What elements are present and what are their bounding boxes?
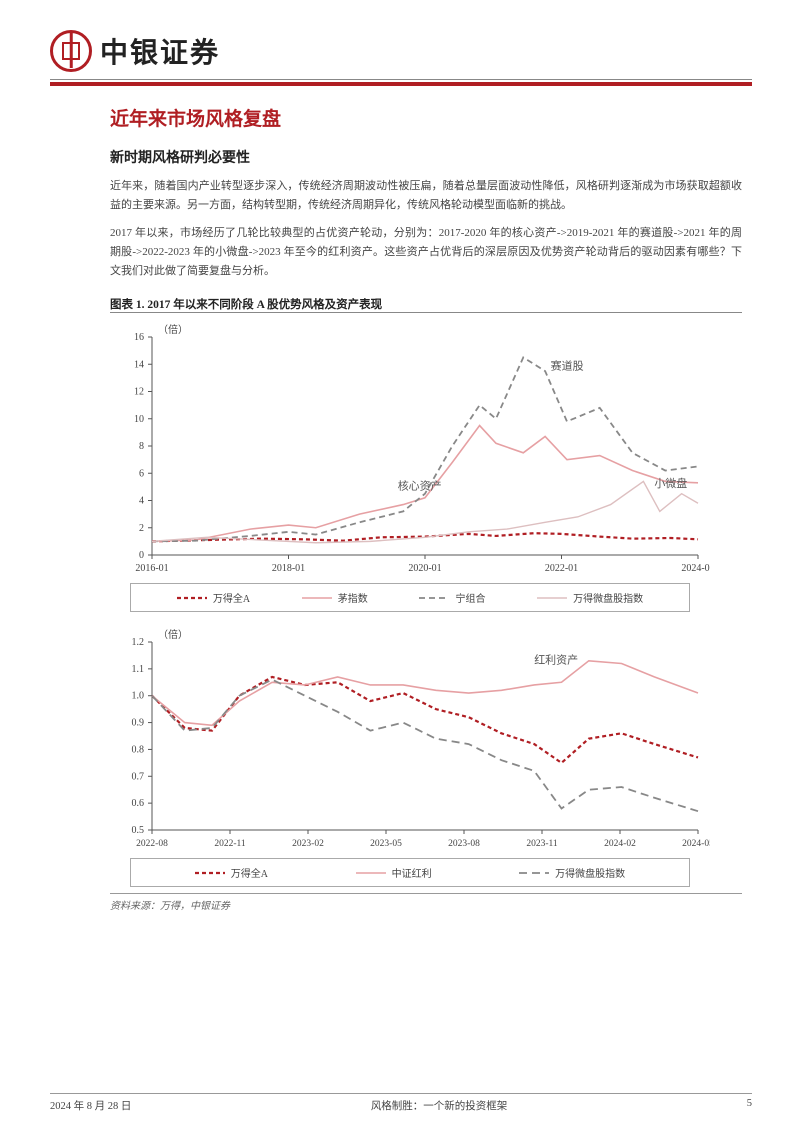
header: 中银证券 <box>50 30 752 78</box>
svg-text:2022-11: 2022-11 <box>214 839 246 849</box>
chart-2: （倍） 0.5 0.6 0.7 0.8 0.9 1.0 1.1 1.2 2022-08 2022-1… <box>110 624 710 887</box>
svg-text:2023-08: 2023-08 <box>448 839 480 849</box>
svg-text:2022-08: 2022-08 <box>136 839 168 849</box>
svg-text:2023-02: 2023-02 <box>292 839 324 849</box>
company-name: 中银证券 <box>100 31 220 71</box>
svg-text:（倍）: （倍） <box>158 628 188 641</box>
legend-mao-index: 茅指数 <box>302 590 368 605</box>
chart-2-svg: （倍） 0.5 0.6 0.7 0.8 0.9 1.0 1.1 1.2 2022-08 2022-1… <box>110 624 710 854</box>
svg-text:8: 8 <box>139 441 144 452</box>
legend-label: 中证红利 <box>392 865 432 880</box>
legend-ning-combo: 宁组合 <box>419 590 485 605</box>
chart-2-legend: 万得全A 中证红利 万得微盘股指数 <box>130 858 690 887</box>
legend-zhongzheng-div: 中证红利 <box>356 865 432 880</box>
svg-text:2018-01: 2018-01 <box>272 563 305 574</box>
svg-text:1.2: 1.2 <box>132 637 145 648</box>
chart-1-svg: （倍） 0 2 4 6 8 10 12 14 16 2016-01 2018-01 2020-01 202… <box>110 319 710 579</box>
chart-title: 图表 1. 2017 年以来不同阶段 A 股优势风格及资产表现 <box>110 296 742 313</box>
legend-wande-all-a: 万得全A <box>177 590 250 605</box>
content: 近年来市场风格复盘 新时期风格研判必要性 近年来，随着国内产业转型逐步深入，传统… <box>50 86 752 912</box>
chart-1: （倍） 0 2 4 6 8 10 12 14 16 2016-01 2018-01 2020-01 202… <box>110 319 710 612</box>
svg-text:0.7: 0.7 <box>132 772 145 783</box>
footer-page: 5 <box>747 1098 752 1113</box>
svg-text:16: 16 <box>134 332 144 343</box>
svg-text:2023-11: 2023-11 <box>526 839 558 849</box>
svg-text:（倍）: （倍） <box>158 323 188 336</box>
svg-text:赛道股: 赛道股 <box>551 359 584 373</box>
svg-text:0.5: 0.5 <box>132 825 145 836</box>
svg-text:1.1: 1.1 <box>132 664 145 675</box>
paragraph-2: 2017 年以来，市场经历了几轮比较典型的占优资产轮动，分别为：2017-202… <box>110 224 742 280</box>
svg-text:小微盘: 小微盘 <box>654 476 687 490</box>
svg-text:12: 12 <box>134 387 144 398</box>
svg-text:2020-01: 2020-01 <box>408 563 441 574</box>
svg-text:10: 10 <box>134 414 144 425</box>
svg-text:2016-01: 2016-01 <box>135 563 168 574</box>
legend-label: 万得全A <box>231 865 268 880</box>
legend-label: 茅指数 <box>338 590 368 605</box>
svg-text:2: 2 <box>139 523 144 534</box>
svg-text:14: 14 <box>134 360 144 371</box>
svg-text:2024-02: 2024-02 <box>604 839 636 849</box>
svg-text:2024-01: 2024-01 <box>681 563 710 574</box>
legend-label: 万得微盘股指数 <box>555 865 625 880</box>
legend-label: 宁组合 <box>455 590 485 605</box>
svg-text:6: 6 <box>139 469 144 480</box>
svg-text:0: 0 <box>139 550 144 561</box>
svg-text:2024-05: 2024-05 <box>682 839 710 849</box>
footer-center: 风格制胜：一个新的投资框架 <box>371 1098 508 1113</box>
paragraph-1: 近年来，随着国内产业转型逐步深入，传统经济周期波动性被压扁，随着总量层面波动性降… <box>110 177 742 214</box>
svg-text:1.0: 1.0 <box>132 691 145 702</box>
svg-text:2023-05: 2023-05 <box>370 839 402 849</box>
svg-text:核心资产: 核心资产 <box>398 479 442 493</box>
page-root: 中银证券 近年来市场风格复盘 新时期风格研判必要性 近年来，随着国内产业转型逐步… <box>0 0 802 1133</box>
company-logo-icon <box>50 30 92 72</box>
svg-text:0.9: 0.9 <box>132 718 145 729</box>
legend-micro-index-2: 万得微盘股指数 <box>519 865 625 880</box>
legend-label: 万得全A <box>213 590 250 605</box>
header-rule <box>50 82 752 86</box>
svg-text:2022-01: 2022-01 <box>545 563 578 574</box>
subsection-title: 新时期风格研判必要性 <box>110 147 742 167</box>
legend-label: 万得微盘股指数 <box>573 590 643 605</box>
chart-caption: 资料来源：万得，中银证券 <box>110 893 742 912</box>
footer: 2024 年 8 月 28 日 风格制胜：一个新的投资框架 5 <box>50 1093 752 1113</box>
svg-text:0.8: 0.8 <box>132 745 145 756</box>
legend-wande-all-a-2: 万得全A <box>195 865 268 880</box>
chart-1-legend: 万得全A 茅指数 宁组合 万得微盘股指数 <box>130 583 690 612</box>
svg-text:4: 4 <box>139 496 144 507</box>
section-title: 近年来市场风格复盘 <box>110 104 742 131</box>
footer-date: 2024 年 8 月 28 日 <box>50 1098 131 1113</box>
svg-text:0.6: 0.6 <box>132 799 145 810</box>
svg-text:红利资产: 红利资产 <box>534 653 578 667</box>
legend-micro-index: 万得微盘股指数 <box>537 590 643 605</box>
